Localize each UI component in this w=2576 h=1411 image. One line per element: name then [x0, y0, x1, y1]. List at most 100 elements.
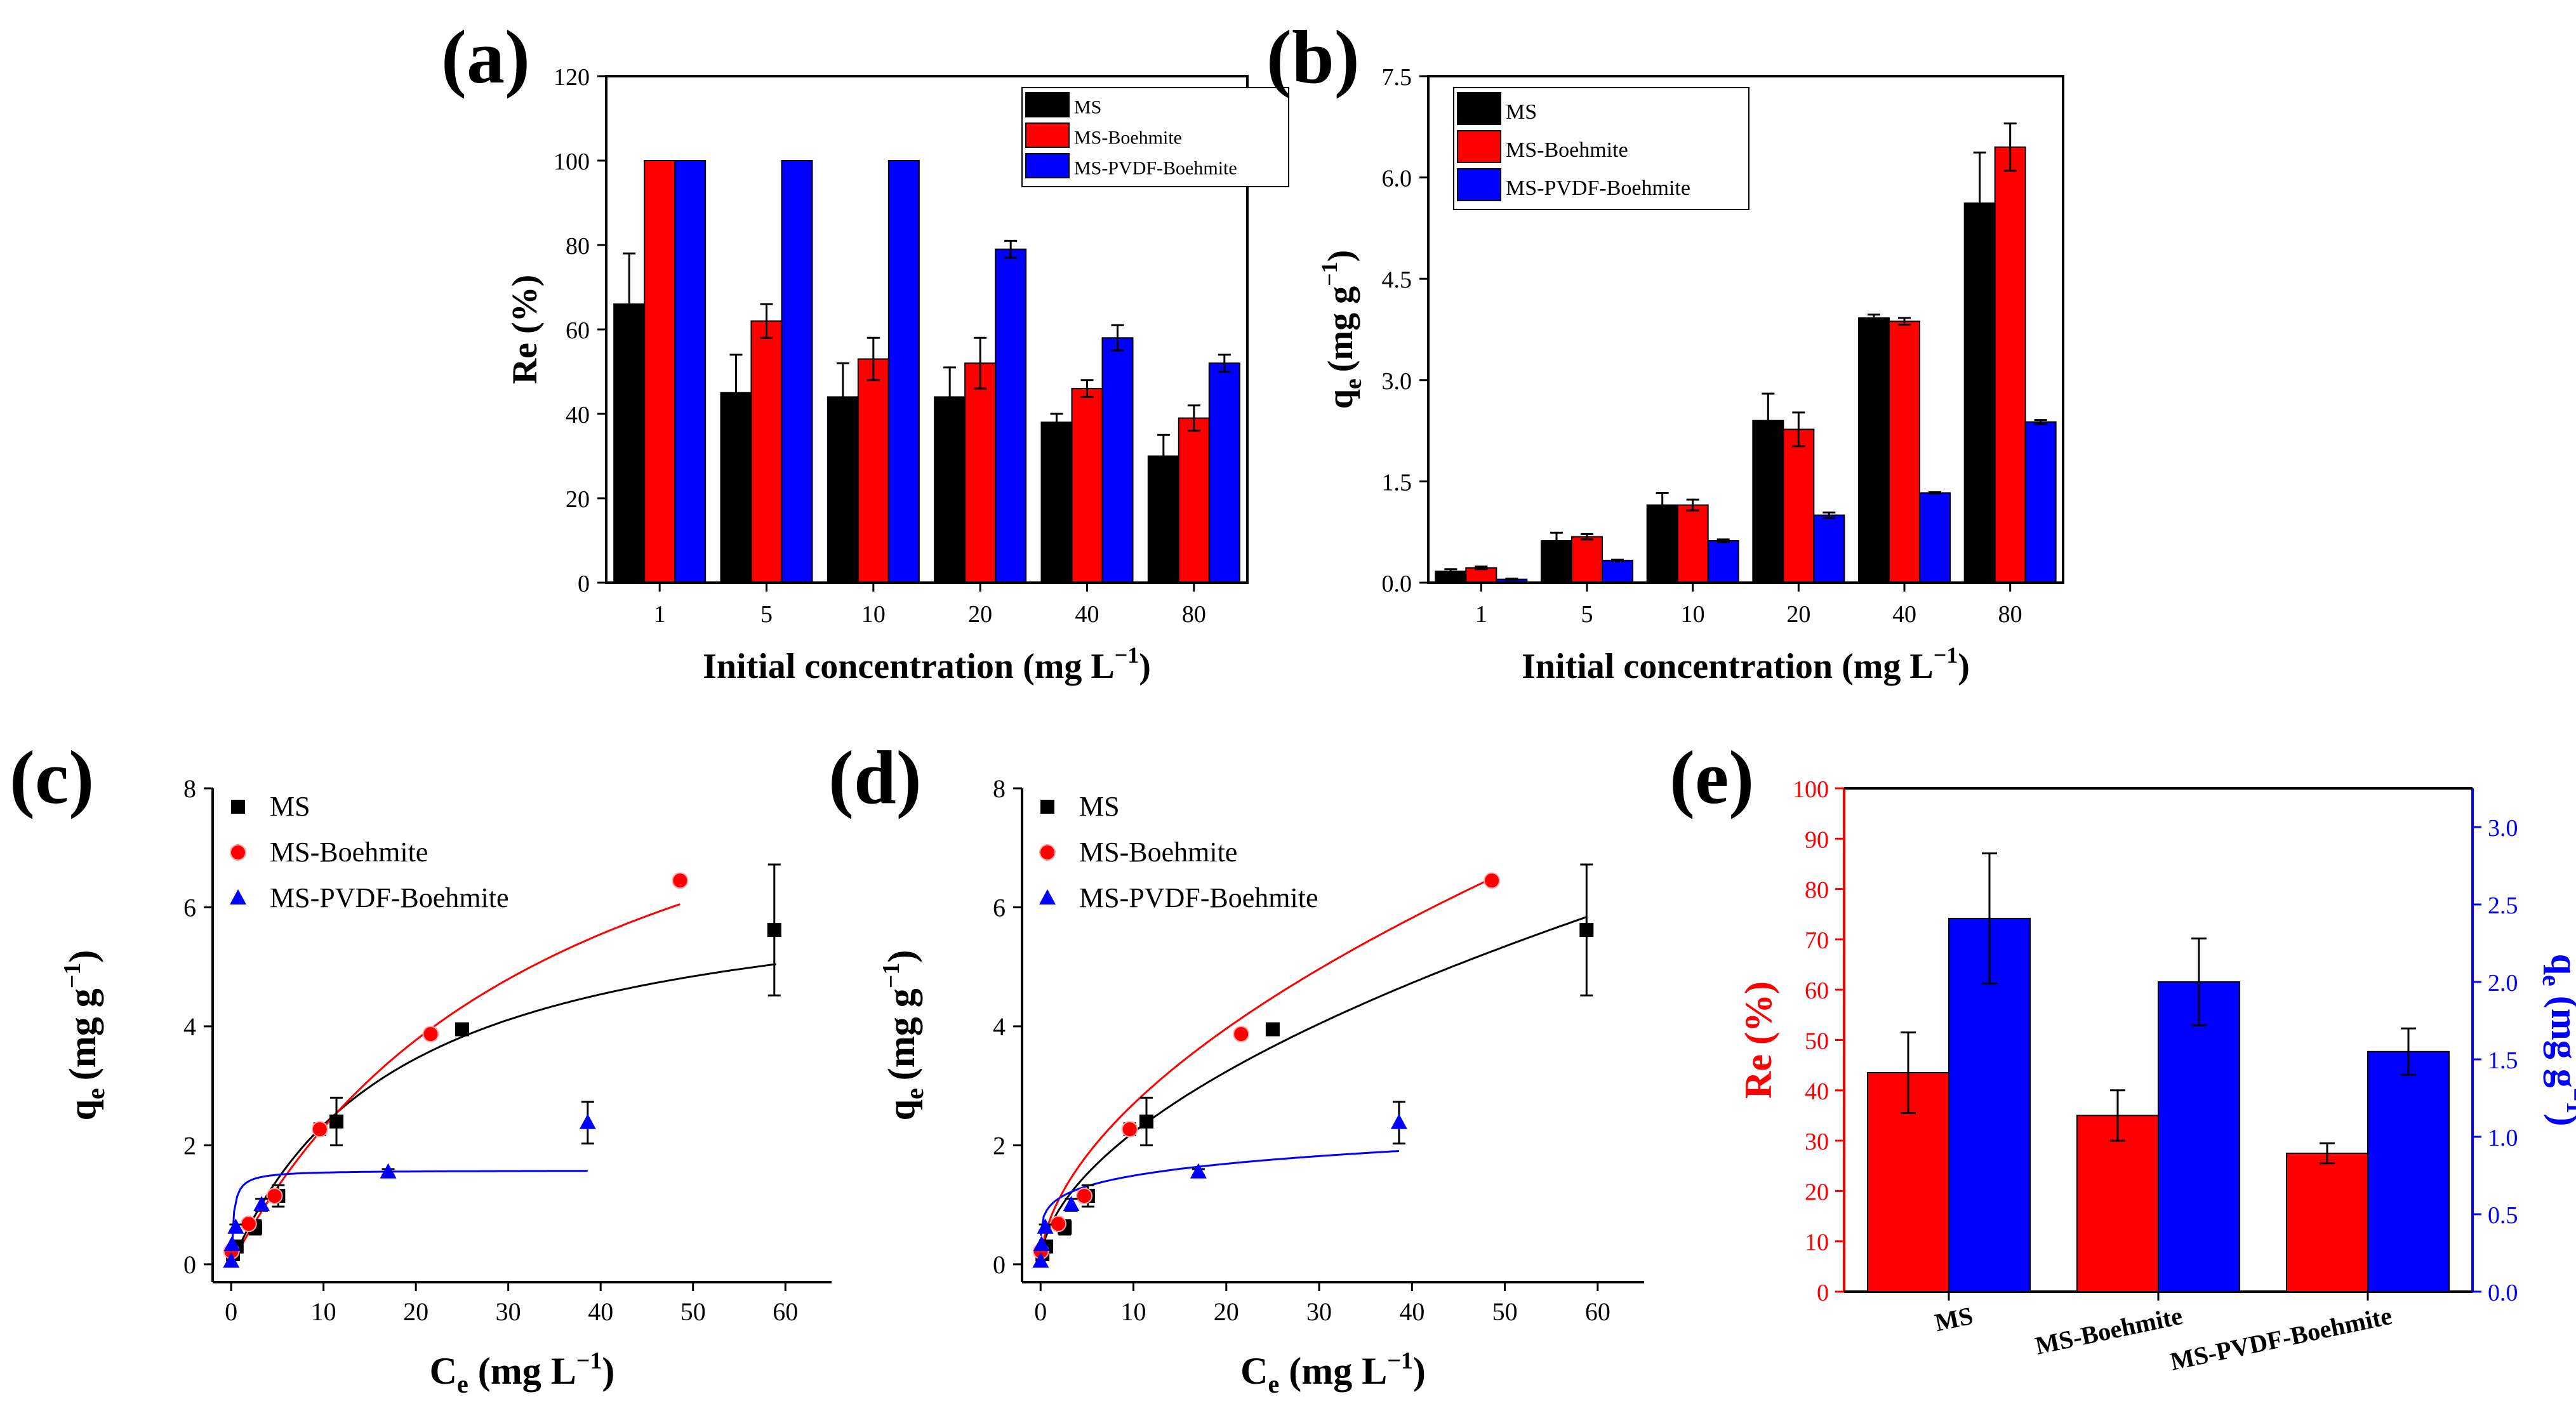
- bar-ms-pvdf-boehmite: [2024, 421, 2057, 583]
- data-point: [223, 1235, 241, 1251]
- x-tick-label: 30: [496, 1297, 521, 1326]
- data-point: [311, 1121, 328, 1138]
- panel-label: (d): [828, 735, 922, 819]
- legend-marker: [231, 800, 245, 814]
- y-tick-label: 0: [578, 571, 590, 597]
- data-point: [1076, 1188, 1092, 1205]
- legend: MS MS-Boehmite MS-PVDF-Boehmite: [1453, 87, 1749, 210]
- y-tick-label: 1.5: [1382, 469, 1412, 496]
- x-tick-label: 1: [654, 601, 666, 628]
- panel-c: (c) 0 2 4 6 8 0 10 20 30 40 50 60 MS MS-Boehmite MS-PVD…: [10, 735, 832, 1398]
- y-tick-label-left: 80: [1805, 877, 1829, 904]
- panel-label: (b): [1266, 15, 1360, 99]
- x-tick-label: 5: [760, 601, 773, 628]
- panel-a: (a) 0 20 40 60 80 100 120 1 5 10 20 40 80 Initial conc…: [441, 15, 1289, 686]
- x-tick-label: 40: [588, 1297, 613, 1326]
- x-tick-label: 20: [968, 601, 992, 628]
- y-tick-label-left: 10: [1805, 1229, 1829, 1256]
- legend-entry: MS: [1506, 100, 1537, 124]
- bar-ms-pvdf-boehmite: [995, 248, 1027, 583]
- legend-swatch: [1457, 168, 1501, 201]
- data-point: [1033, 1235, 1050, 1251]
- x-axis-label: Ce (mg L−1): [430, 1348, 615, 1398]
- y-tick-label: 2: [183, 1131, 196, 1160]
- x-tick-label: 40: [1399, 1297, 1424, 1326]
- data-point: [1579, 923, 1594, 937]
- bar-ms-boehmite: [750, 320, 783, 583]
- x-tick-label: 10: [311, 1297, 336, 1326]
- legend-entry: MS-PVDF-Boehmite: [1506, 176, 1690, 200]
- data-point: [1390, 1113, 1407, 1129]
- fit-curve-ms-boehmite: [1040, 877, 1492, 1260]
- bar-ms: [1040, 421, 1073, 583]
- y-axis-label-right: qe (mg g−1): [2537, 954, 2576, 1127]
- panel-label: (e): [1670, 735, 1754, 819]
- y-tick-label-right: 1.0: [2488, 1125, 2518, 1151]
- y-tick-label-right: 1.5: [2488, 1047, 2518, 1074]
- data-point: [266, 1188, 283, 1205]
- x-tick-label: 50: [681, 1297, 706, 1326]
- x-tick-label: 0: [225, 1297, 237, 1326]
- data-point: [1484, 872, 1501, 889]
- bar-ms-pvdf-boehmite: [781, 160, 813, 583]
- data-point: [1050, 1216, 1067, 1233]
- bar-ms-boehmite: [964, 362, 997, 583]
- legend: MS MS-Boehmite MS-PVDF-Boehmite: [230, 791, 508, 913]
- legend-entry: MS-PVDF-Boehmite: [1074, 158, 1237, 179]
- y-tick-label-right: 0.5: [2488, 1202, 2518, 1229]
- legend-marker: [230, 889, 246, 904]
- y-tick-label-left: 100: [1793, 776, 1829, 803]
- x-tick-label: 40: [1892, 601, 1916, 628]
- fit-curve-ms-pvdf-boehmite: [230, 1170, 588, 1264]
- legend: MS MS-Boehmite MS-PVDF-Boehmite: [1021, 87, 1289, 187]
- fit-curve-ms-boehmite: [230, 903, 681, 1265]
- y-tick-label: 7.5: [1382, 64, 1412, 91]
- bar-ms-pvdf-boehmite: [1919, 492, 1951, 583]
- data-point: [579, 1113, 596, 1129]
- panel-label: (a): [441, 15, 530, 99]
- y-tick-label: 80: [566, 233, 590, 260]
- data-point: [253, 1196, 270, 1212]
- x-tick-label: 10: [1121, 1297, 1146, 1326]
- y-tick-label-left: 30: [1805, 1129, 1829, 1155]
- x-axis-label: Initial concentration (mg L−1): [1522, 642, 1970, 686]
- x-tick-label: 1: [1475, 601, 1487, 628]
- y-tick-label-right: 2.0: [2488, 970, 2518, 997]
- legend-swatch: [1457, 92, 1501, 125]
- y-tick-label: 120: [554, 64, 590, 91]
- bar-ms-boehmite: [1071, 388, 1103, 583]
- x-tick-label: 60: [1585, 1297, 1610, 1326]
- panel-label: (c): [10, 735, 94, 819]
- y-axis-label-left: Re (%): [1737, 981, 1779, 1099]
- y-axis-label: qe(mg g−1): [59, 950, 110, 1121]
- y-axis-label: qe(mg g−1): [878, 950, 929, 1121]
- legend-entry: MS-Boehmite: [270, 837, 428, 868]
- y-tick-label-right: 0.0: [2488, 1280, 2518, 1306]
- data-point: [1139, 1114, 1153, 1129]
- y-tick-label-left: 90: [1805, 826, 1829, 853]
- legend-swatch: [1025, 92, 1070, 117]
- fit-curve-ms: [1040, 916, 1587, 1257]
- x-tick-label: 0: [1034, 1297, 1047, 1326]
- bar-ms-pvdf-boehmite: [1602, 559, 1633, 583]
- legend-entry: MS-Boehmite: [1506, 138, 1628, 162]
- legend-entry: MS: [1074, 97, 1101, 118]
- bar-ms-pvdf-boehmite: [887, 160, 920, 583]
- y-tick-label-right: 2.5: [2488, 892, 2518, 919]
- bar-ms-pvdf-boehmite: [1707, 540, 1739, 583]
- bar-ms-boehmite: [644, 160, 676, 583]
- bar-ms-boehmite: [1676, 504, 1709, 584]
- x-axis-label: Ce (mg L−1): [1240, 1348, 1426, 1398]
- legend-entry: MS-PVDF-Boehmite: [270, 882, 508, 913]
- panel-e: (e) 0 10 20 30 40 50 60 70 80 90 100 0.0 0.5 1.0 1.5 2.0…: [1670, 735, 2576, 1376]
- y-tick-label-left: 70: [1805, 927, 1829, 954]
- y-tick-label: 40: [566, 402, 590, 428]
- bar-ms: [1963, 202, 1996, 584]
- legend-marker: [1039, 844, 1056, 861]
- y-tick-label: 4: [993, 1012, 1006, 1041]
- legend-swatch: [1025, 153, 1070, 178]
- y-tick-label: 0.0: [1382, 571, 1412, 597]
- y-tick-label: 8: [993, 774, 1006, 803]
- x-tick-label: 10: [861, 601, 886, 628]
- y-tick-label-left: 0: [1817, 1280, 1829, 1306]
